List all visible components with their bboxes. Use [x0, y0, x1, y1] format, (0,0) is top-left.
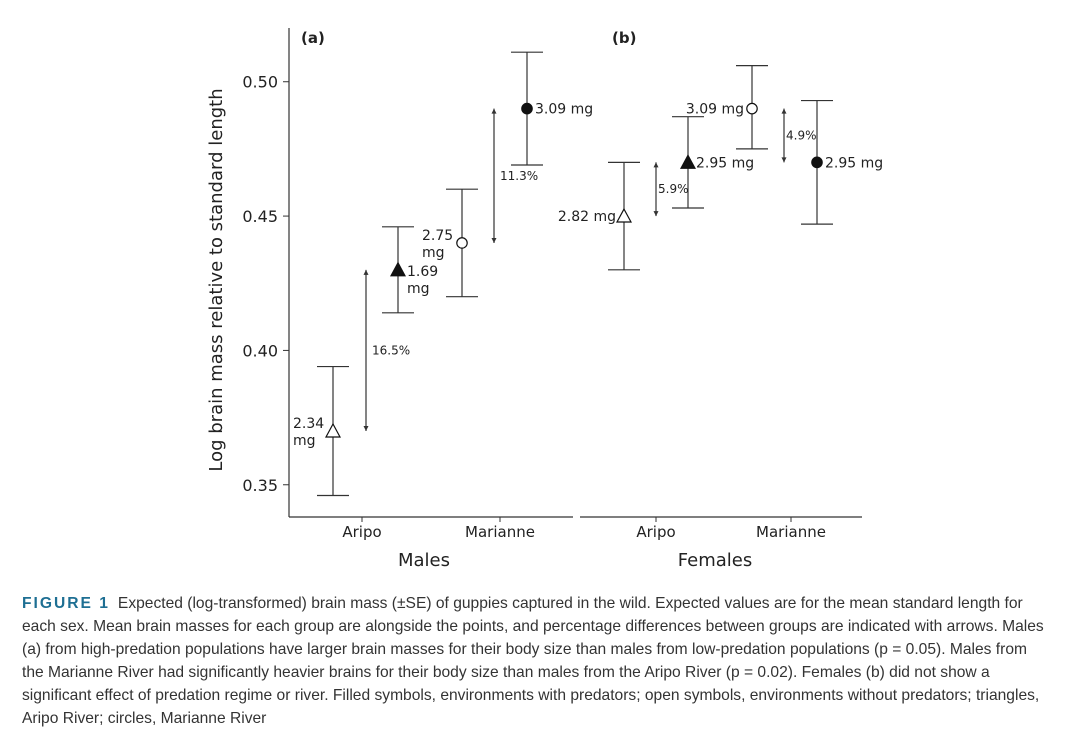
difference-label: 5.9% [658, 182, 689, 196]
y-tick-label: 0.50 [242, 73, 278, 92]
y-tick-label: 0.40 [242, 341, 278, 360]
difference-arrow-head [653, 162, 659, 168]
point-value-label: 1.69 mg [407, 264, 438, 297]
x-axis-title-females: Females [678, 550, 752, 571]
x-tick-label: Marianne [756, 523, 826, 541]
panel-b-label: (b) [612, 29, 636, 47]
difference-label: 4.9% [786, 128, 817, 142]
difference-label: 11.3% [500, 169, 538, 183]
difference-arrow-head [781, 157, 787, 163]
data-point-filled-circle [811, 156, 823, 169]
point-value-label: 3.09 mg [686, 102, 744, 118]
data-point-open-triangle [615, 207, 633, 223]
figure-chart: 0.35 0.40 0.45 0.50 Aripo Marianne 2.34 mg 1.69… [206, 28, 883, 571]
x-tick-label: Aripo [636, 523, 675, 541]
data-point-filled-triangle [389, 261, 407, 277]
y-axis-title: Log brain mass relative to standard leng… [206, 88, 227, 471]
data-point-open-triangle [324, 422, 342, 438]
point-value-label: 2.34 mg [293, 416, 324, 449]
difference-arrow-head [491, 237, 497, 243]
difference-arrow-head [653, 211, 659, 217]
difference-arrow-head [491, 108, 497, 114]
difference-arrow-head [781, 108, 787, 114]
figure-caption-text: Expected (log-transformed) brain mass (±… [22, 595, 1044, 727]
difference-arrow-head [363, 269, 369, 275]
panel-a-label: (a) [301, 29, 325, 47]
difference-label: 16.5% [372, 343, 410, 357]
data-point-filled-triangle [679, 154, 697, 169]
point-value-label: 2.95 mg [825, 155, 883, 171]
x-tick-label: Marianne [465, 523, 535, 541]
data-point-filled-circle [521, 102, 533, 115]
y-tick-label: 0.45 [242, 207, 278, 226]
y-tick-label: 0.35 [242, 476, 278, 495]
point-value-label: 2.75 mg [422, 228, 453, 261]
x-axis-title-males: Males [398, 550, 450, 571]
data-point-open-circle [456, 237, 468, 249]
point-value-label: 2.95 mg [696, 155, 754, 171]
x-tick-label: Aripo [342, 523, 381, 541]
point-value-label: 2.82 mg [558, 209, 616, 225]
figure-caption-label: FIGURE 1 [22, 595, 110, 612]
figure-caption: FIGURE 1 Expected (log-transformed) brain… [22, 592, 1052, 730]
point-value-label: 3.09 mg [535, 102, 593, 118]
data-point-open-circle [746, 102, 758, 115]
difference-arrow-head [363, 426, 369, 432]
